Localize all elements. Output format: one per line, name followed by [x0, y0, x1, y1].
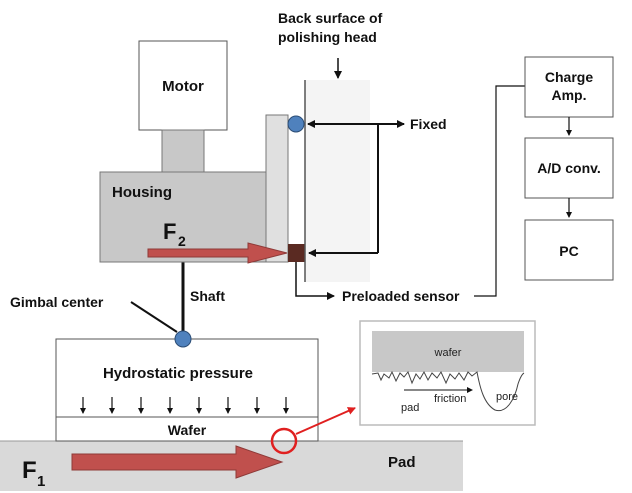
- inset-pore-label: pore: [496, 391, 518, 403]
- housing-label: Housing: [112, 184, 172, 201]
- charge-amp-label-line2: Amp.: [552, 87, 587, 103]
- fixed-point-joint: [288, 116, 304, 132]
- preloaded-sensor-label: Preloaded sensor: [342, 288, 460, 304]
- sensor-post: [266, 115, 288, 262]
- charge-amp-label-line1: Charge: [545, 69, 593, 85]
- pad-label: Pad: [388, 454, 416, 471]
- f2-label: F: [163, 219, 176, 244]
- inset-pad-label: pad: [401, 402, 419, 414]
- pc-label: PC: [559, 243, 578, 259]
- motor-coupling: [162, 130, 204, 172]
- back-surface-label-line1: Back surface of: [278, 10, 383, 26]
- hydrostatic-pressure-label: Hydrostatic pressure: [103, 365, 253, 382]
- ad-conv-label: A/D conv.: [537, 160, 601, 176]
- back-surface-plate: [305, 80, 370, 282]
- fixed-label: Fixed: [410, 116, 447, 132]
- zoom-inset: wafer pad friction pore: [360, 321, 535, 425]
- signal-cable: [474, 86, 525, 296]
- gimbal-center-joint: [175, 331, 191, 347]
- f2-subscript: 2: [178, 233, 186, 249]
- gimbal-pointer-line: [131, 302, 177, 332]
- f1-subscript: 1: [37, 473, 45, 490]
- f1-label: F: [22, 457, 37, 484]
- gimbal-center-label: Gimbal center: [10, 294, 104, 310]
- wafer-label: Wafer: [168, 422, 207, 438]
- inset-wafer-label: wafer: [434, 347, 462, 359]
- preloaded-sensor: [288, 244, 305, 262]
- motor-label: Motor: [162, 78, 204, 95]
- shaft-label: Shaft: [190, 288, 225, 304]
- inset-friction-label: friction: [434, 393, 466, 405]
- back-surface-label-line2: polishing head: [278, 29, 377, 45]
